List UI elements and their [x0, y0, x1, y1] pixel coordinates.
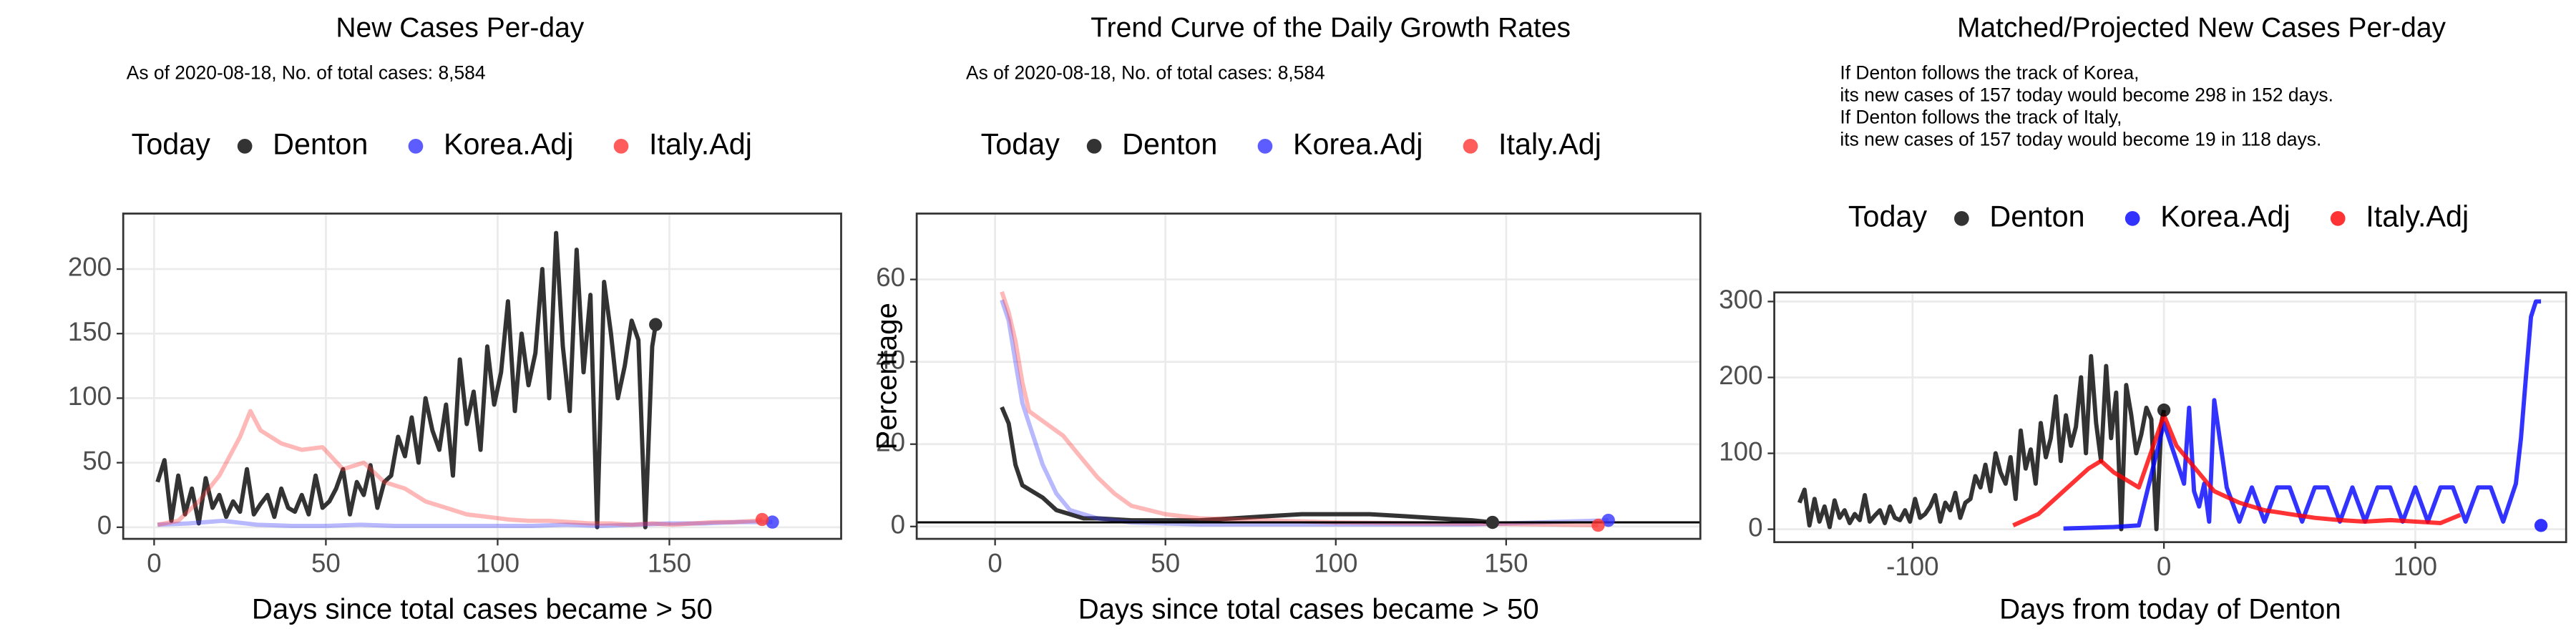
legend-label: Denton [1122, 127, 1217, 160]
x-tick-label: 100 [1314, 548, 1357, 577]
annotation-line: If Denton follows the track of Korea, [1840, 62, 2139, 83]
y-tick-label: 300 [1719, 285, 1762, 314]
x-tick-label: 50 [1151, 548, 1180, 577]
annotation-line: If Denton follows the track of Italy, [1840, 106, 2122, 127]
series-line [155, 230, 658, 530]
chart-title: Matched/Projected New Cases Per-day [1957, 13, 2446, 44]
panel-border [915, 213, 1702, 540]
plot-panel [123, 213, 841, 540]
legend-marker [613, 139, 629, 154]
plot-marks [1797, 299, 2542, 532]
plot-marks [155, 230, 773, 530]
legend-marker [1257, 139, 1273, 154]
legend-marker [1954, 211, 1969, 226]
chart-title: New Cases Per-day [336, 13, 584, 44]
legend-title: Today [1848, 200, 1928, 233]
y-tick-label: 200 [1719, 361, 1762, 390]
y-tick-label: 40 [876, 345, 905, 374]
x-tick-label: 150 [648, 548, 691, 577]
legend-marker [2330, 211, 2346, 226]
y-tick-label: 50 [82, 446, 112, 475]
chart-title: Trend Curve of the Daily Growth Rates [1091, 13, 1571, 44]
y-axis-label: Percentage [871, 303, 903, 449]
series-line [1000, 406, 1493, 525]
today-point [1591, 518, 1605, 532]
panel-border [122, 213, 842, 540]
legend-marker [2124, 211, 2140, 226]
legend-marker [1463, 139, 1478, 154]
x-axis-label: Days since total cases became > 50 [1078, 593, 1539, 625]
x-tick-label: 150 [1484, 548, 1528, 577]
today-point [649, 318, 663, 331]
x-tick-label: 0 [987, 548, 1002, 577]
y-tick-label: 20 [876, 427, 905, 457]
series-line [157, 518, 773, 528]
today-point [2534, 519, 2548, 532]
panel-border [1773, 291, 2567, 544]
today-point [2157, 403, 2171, 417]
legend-title: Today [132, 127, 211, 160]
legend-label: Denton [1989, 200, 2084, 233]
today-point [1485, 515, 1500, 530]
x-tick-label: -100 [1886, 552, 1939, 581]
x-tick-label: 100 [476, 548, 519, 577]
x-tick-label: 0 [2157, 552, 2171, 581]
series-line [2063, 299, 2542, 531]
series-line [2012, 413, 2462, 527]
series-line [1000, 299, 1609, 527]
legend-marker [1086, 139, 1102, 154]
x-tick-label: 0 [147, 548, 161, 577]
y-tick-label: 0 [891, 510, 905, 540]
y-tick-label: 100 [1719, 436, 1762, 466]
x-axis-label: Days from today of Denton [1999, 593, 2341, 625]
series-line [1797, 353, 2167, 532]
y-tick-label: 0 [97, 511, 112, 540]
legend-title: Today [981, 127, 1060, 160]
today-point [766, 515, 779, 529]
x-tick-label: 100 [2394, 552, 2437, 581]
chart-subtitle: As of 2020-08-18, No. of total cases: 8,… [966, 62, 1325, 83]
annotation-line: its new cases of 157 today would become … [1840, 84, 2333, 105]
plot-panel [917, 213, 1701, 540]
y-tick-label: 150 [68, 317, 112, 346]
annotation-line: its new cases of 157 today would become … [1840, 128, 2321, 150]
legend-label: Italy.Adj [2366, 200, 2469, 233]
today-point [755, 512, 769, 527]
x-axis-label: Days since total cases became > 50 [252, 593, 713, 625]
legend-marker [237, 139, 253, 154]
plot-panel [1774, 292, 2567, 542]
series-line [157, 409, 763, 527]
chart-subtitle: As of 2020-08-18, No. of total cases: 8,… [127, 62, 486, 83]
today-point [1601, 513, 1615, 527]
legend-label: Denton [273, 127, 368, 160]
legend-marker [408, 139, 424, 154]
legend-label: Korea.Adj [444, 127, 573, 160]
legend-label: Korea.Adj [1293, 127, 1423, 160]
legend-label: Korea.Adj [2160, 200, 2290, 233]
legend-label: Italy.Adj [1498, 127, 1601, 160]
legend-label: Italy.Adj [649, 127, 752, 160]
y-tick-label: 100 [68, 381, 112, 411]
y-tick-label: 0 [1748, 512, 1762, 542]
y-tick-label: 60 [876, 263, 905, 292]
y-tick-label: 200 [68, 253, 112, 282]
x-tick-label: 50 [311, 548, 341, 577]
